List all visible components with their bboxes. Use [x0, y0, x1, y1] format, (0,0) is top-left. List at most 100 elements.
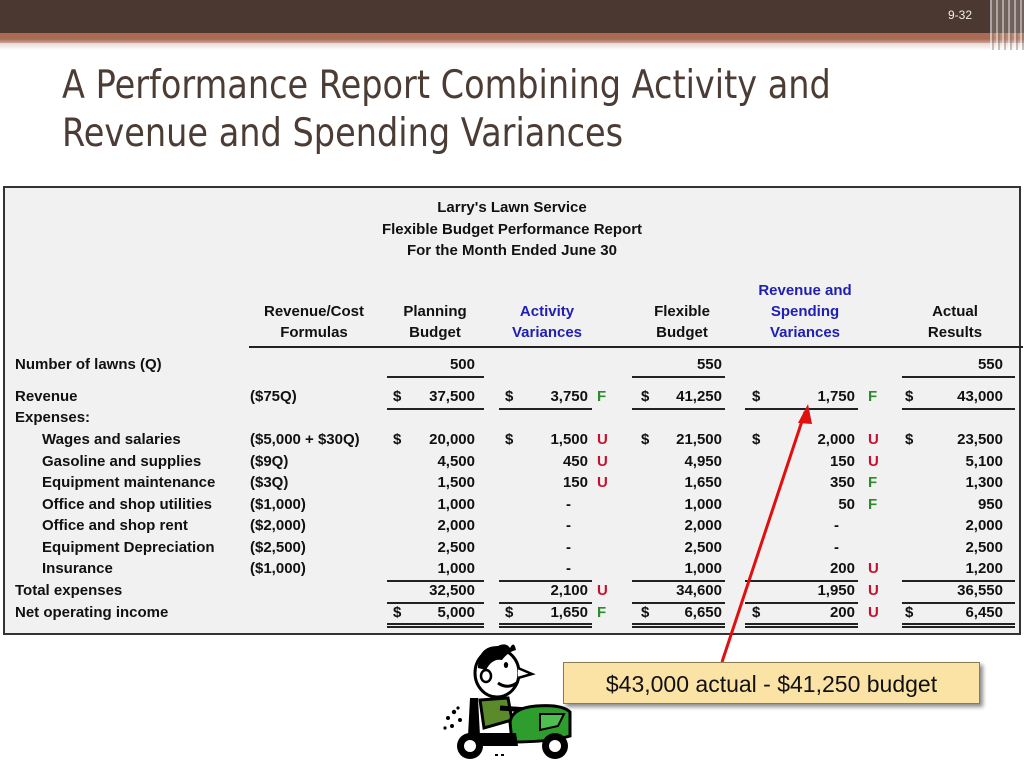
double-underline [499, 623, 592, 628]
variance-flag: U [868, 604, 879, 621]
row-formula: ($2,500) [250, 539, 306, 556]
flexible-value: 2,500 [684, 539, 722, 556]
activity-value: 2,100 [550, 582, 588, 599]
planning-value: 20,000 [429, 431, 475, 448]
slide-title: A Performance Report Combining Activity … [62, 62, 870, 158]
underline [499, 408, 592, 410]
planning-value: 1,500 [437, 474, 475, 491]
actual-value: 2,500 [965, 539, 1003, 556]
planning-value: 2,000 [437, 517, 475, 534]
currency-symbol: $ [393, 604, 402, 621]
col-header-line: Flexible [654, 303, 710, 320]
row-formula: ($1,000) [250, 496, 306, 513]
double-underline [745, 623, 858, 628]
col-header-planning: Planning Budget [385, 301, 485, 343]
underline [902, 408, 1015, 410]
accent-fade [0, 43, 1024, 50]
currency-symbol: $ [905, 388, 914, 405]
col-header-activity: Activity Variances [497, 301, 597, 343]
row-formula: ($75Q) [250, 388, 297, 405]
actual-value: 5,100 [965, 453, 1003, 470]
double-underline [902, 623, 1015, 628]
actual-value: 1,300 [965, 474, 1003, 491]
col-header-line: Revenue/Cost [263, 303, 365, 320]
col-header-line: Actual [932, 303, 978, 320]
row-label: Equipment Depreciation [42, 539, 215, 556]
underline [632, 376, 725, 378]
variance-flag: F [597, 388, 607, 405]
underline [902, 602, 1015, 604]
variance-flag: U [597, 431, 608, 448]
activity-value: - [566, 560, 571, 577]
row-formula: ($2,000) [250, 517, 306, 534]
col-header-flexible: Flexible Budget [632, 301, 732, 343]
actual-value: 2,000 [965, 517, 1003, 534]
actual-value: 6,450 [965, 604, 1003, 621]
row-formula: ($9Q) [250, 453, 289, 470]
row-label: Gasoline and supplies [42, 453, 202, 470]
variance-flag: U [597, 474, 608, 491]
currency-symbol: $ [905, 431, 914, 448]
variance-flag: U [868, 453, 879, 470]
flexible-value: 6,650 [684, 604, 722, 621]
revspend-value: 200 [829, 604, 855, 621]
variance-flag: U [868, 431, 879, 448]
actual-value: 36,550 [957, 582, 1003, 599]
variance-flag: U [597, 453, 608, 470]
flexible-value: 550 [696, 356, 722, 373]
decorative-stripes [990, 0, 1024, 50]
report-period: For the Month Ended June 30 [406, 242, 617, 259]
underline [902, 376, 1015, 378]
planning-value: 500 [449, 356, 475, 373]
col-header-line: Budget [656, 324, 708, 341]
variance-flag: F [868, 496, 878, 513]
underline [387, 602, 484, 604]
flexible-value: 2,000 [684, 517, 722, 534]
col-header-revspend: Revenue and Spending Variances [740, 280, 870, 343]
underline [387, 376, 484, 378]
activity-value: 450 [562, 453, 588, 470]
col-header-line: Formulas [280, 324, 348, 341]
currency-symbol: $ [505, 431, 514, 448]
row-label: Number of lawns (Q) [15, 356, 162, 373]
revspend-value: 50 [838, 496, 855, 513]
flexible-value: 1,000 [684, 496, 722, 513]
currency-symbol: $ [905, 604, 914, 621]
revspend-value: 2,000 [817, 431, 855, 448]
flexible-value: 34,600 [676, 582, 722, 599]
actual-value: 43,000 [957, 388, 1003, 405]
col-header-line: Variances [511, 324, 583, 341]
col-header-line: Budget [409, 324, 461, 341]
flexible-value: 41,250 [676, 388, 722, 405]
report-name: Flexible Budget Performance Report [381, 221, 643, 238]
row-label: Office and shop rent [42, 517, 188, 534]
header-bar [0, 0, 1024, 33]
flexible-value: 21,500 [676, 431, 722, 448]
currency-symbol: $ [641, 431, 650, 448]
activity-value: - [566, 517, 571, 534]
revspend-value: - [834, 517, 839, 534]
flexible-value: 1,000 [684, 560, 722, 577]
planning-value: 4,500 [437, 453, 475, 470]
callout-box: $43,000 actual - $41,250 budget [563, 662, 980, 704]
planning-value: 1,000 [437, 560, 475, 577]
row-formula: ($1,000) [250, 560, 306, 577]
title-line-2: Revenue and Spending Variances [62, 111, 624, 156]
col-header-line: Spending [770, 303, 840, 320]
activity-value: 1,500 [550, 431, 588, 448]
variance-flag: F [868, 388, 878, 405]
row-label: Revenue [15, 388, 78, 405]
col-header-line: Planning [403, 303, 467, 320]
activity-value: - [566, 496, 571, 513]
underline [387, 580, 484, 582]
actual-value: 23,500 [957, 431, 1003, 448]
activity-value: - [566, 539, 571, 556]
underline [632, 580, 725, 582]
planning-value: 2,500 [437, 539, 475, 556]
variance-flag: F [597, 604, 607, 621]
double-underline [387, 623, 484, 628]
activity-value: 150 [562, 474, 588, 491]
col-header-line: Variances [769, 324, 841, 341]
double-underline [632, 623, 725, 628]
revspend-value: 150 [829, 453, 855, 470]
